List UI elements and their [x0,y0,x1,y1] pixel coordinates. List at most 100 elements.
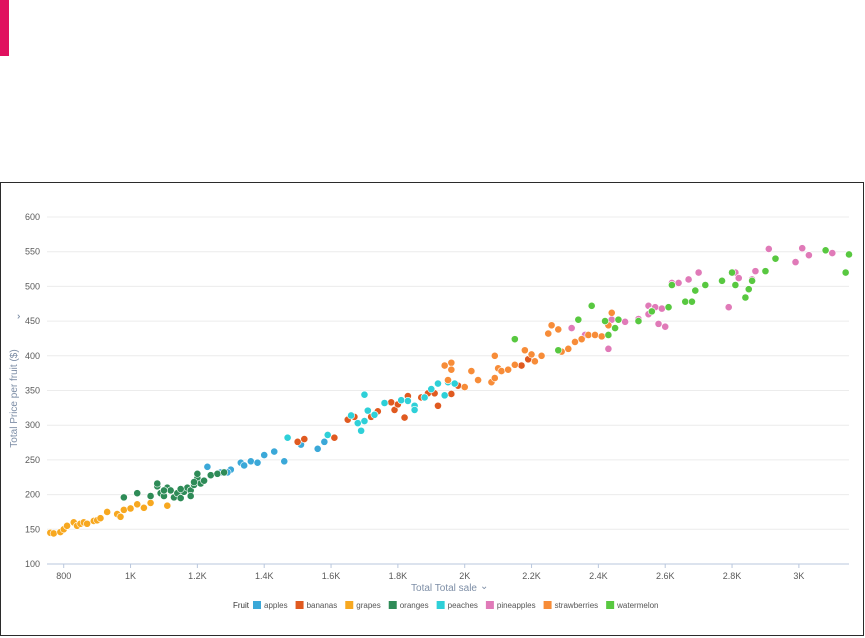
data-point-watermelon[interactable] [601,317,609,325]
data-point-strawberries[interactable] [444,376,452,384]
data-point-watermelon[interactable] [731,281,740,289]
legend-label-bananas[interactable]: bananas [307,601,338,610]
data-point-strawberries[interactable] [474,376,482,384]
data-point-peaches[interactable] [420,393,429,402]
data-point-watermelon[interactable] [681,297,690,306]
data-point-strawberries[interactable] [510,360,519,369]
data-point-bananas[interactable] [387,398,396,407]
data-point-peaches[interactable] [323,431,332,439]
data-point-apples[interactable] [240,461,249,470]
data-point-strawberries[interactable] [571,338,579,346]
data-point-oranges[interactable] [190,478,198,487]
data-point-grapes[interactable] [103,508,112,516]
data-point-oranges[interactable] [200,476,208,485]
data-point-peaches[interactable] [357,426,366,435]
data-point-grapes[interactable] [146,499,155,507]
data-point-grapes[interactable] [49,529,58,538]
legend-swatch-peaches[interactable] [436,601,445,609]
data-point-strawberries[interactable] [490,351,499,360]
data-point-oranges[interactable] [193,469,202,478]
legend-swatch-apples[interactable] [253,601,261,609]
data-point-strawberries[interactable] [537,351,546,360]
data-point-oranges[interactable] [220,468,229,477]
data-point-bananas[interactable] [330,433,339,442]
data-point-oranges[interactable] [176,494,185,502]
data-point-watermelon[interactable] [701,281,710,289]
legend-swatch-oranges[interactable] [388,601,397,609]
y-axis-title[interactable]: Total Price per fruit ($) [9,349,20,447]
data-point-watermelon[interactable] [841,268,850,277]
data-point-peaches[interactable] [380,399,389,407]
data-point-oranges[interactable] [206,471,215,480]
data-point-strawberries[interactable] [447,365,456,374]
x-axis-title[interactable]: Total Total sale [411,583,477,594]
data-point-bananas[interactable] [447,390,456,398]
data-point-watermelon[interactable] [821,246,830,255]
data-point-apples[interactable] [320,437,329,446]
data-point-strawberries[interactable] [447,358,456,367]
data-point-watermelon[interactable] [667,281,676,289]
data-point-pineapples[interactable] [674,279,683,287]
legend-label-peaches[interactable]: peaches [448,601,478,610]
data-point-watermelon[interactable] [554,346,563,355]
data-point-watermelon[interactable] [614,315,623,324]
data-point-oranges[interactable] [119,493,128,502]
data-point-peaches[interactable] [440,391,449,400]
data-point-pineapples[interactable] [724,303,733,312]
data-point-pineapples[interactable] [828,249,837,257]
data-point-strawberries[interactable] [577,335,586,344]
data-point-peaches[interactable] [360,417,369,425]
data-point-grapes[interactable] [126,504,135,513]
data-point-strawberries[interactable] [564,344,573,353]
data-point-pineapples[interactable] [764,245,773,253]
data-point-grapes[interactable] [119,505,128,514]
data-point-grapes[interactable] [133,500,142,509]
data-point-grapes[interactable] [96,514,105,523]
data-point-oranges[interactable] [146,492,155,500]
data-point-watermelon[interactable] [634,317,643,325]
data-point-watermelon[interactable] [691,286,700,295]
data-point-strawberries[interactable] [591,331,599,339]
data-point-watermelon[interactable] [510,335,519,344]
data-point-watermelon[interactable] [771,254,780,263]
data-point-pineapples[interactable] [798,244,807,253]
data-point-apples[interactable] [260,451,269,459]
data-point-pineapples[interactable] [621,317,630,326]
data-point-oranges[interactable] [160,486,168,495]
data-point-apples[interactable] [203,462,212,471]
data-point-watermelon[interactable] [718,276,726,285]
data-point-bananas[interactable] [400,413,409,422]
data-point-bananas[interactable] [434,401,442,410]
data-point-peaches[interactable] [370,410,379,419]
legend-swatch-bananas[interactable] [295,601,304,609]
data-point-peaches[interactable] [347,411,355,420]
data-point-pineapples[interactable] [751,267,760,276]
legend-swatch-grapes[interactable] [345,601,354,609]
data-point-bananas[interactable] [517,361,526,370]
data-point-bananas[interactable] [293,437,302,446]
data-point-grapes[interactable] [83,519,91,528]
data-point-watermelon[interactable] [574,315,583,324]
data-point-apples[interactable] [270,447,279,456]
data-point-pineapples[interactable] [805,251,813,260]
data-point-watermelon[interactable] [611,324,619,332]
data-point-oranges[interactable] [186,492,195,500]
data-point-watermelon[interactable] [587,301,596,310]
data-point-peaches[interactable] [283,433,292,442]
data-point-strawberries[interactable] [607,308,616,317]
data-point-pineapples[interactable] [567,324,576,332]
legend-label-watermelon[interactable]: watermelon [616,601,658,610]
data-point-peaches[interactable] [450,379,459,388]
x-axis-chevron-icon[interactable]: ⌄ [480,581,488,592]
data-point-strawberries[interactable] [530,357,539,366]
data-point-grapes[interactable] [163,501,172,510]
data-point-pineapples[interactable] [604,344,613,353]
data-point-apples[interactable] [280,457,289,466]
data-point-watermelon[interactable] [688,297,696,306]
data-point-grapes[interactable] [63,521,71,530]
legend-swatch-watermelon[interactable] [606,601,615,609]
data-point-pineapples[interactable] [657,304,666,313]
legend-label-grapes[interactable]: grapes [356,601,380,610]
data-point-peaches[interactable] [363,406,372,415]
data-point-watermelon[interactable] [845,250,853,259]
